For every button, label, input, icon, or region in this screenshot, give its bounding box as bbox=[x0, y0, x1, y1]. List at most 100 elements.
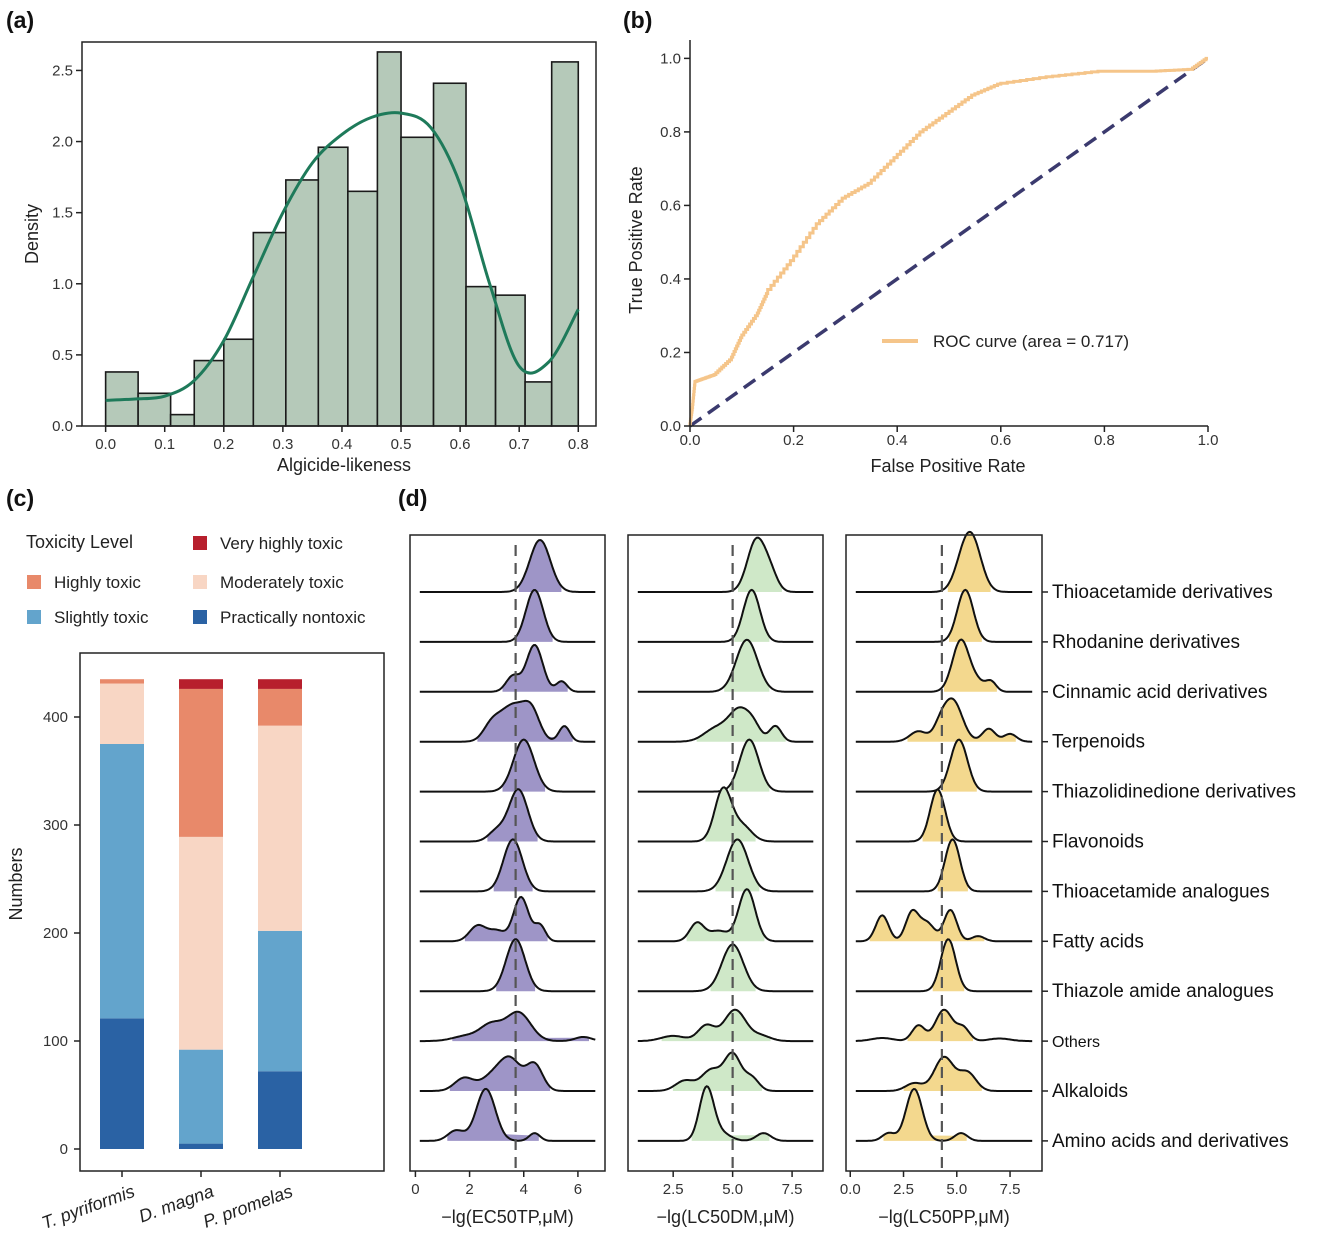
category-label: Thiazolidinedione derivatives bbox=[1052, 782, 1296, 803]
x-tick-label: 7.5 bbox=[782, 1181, 803, 1198]
ridge-fill bbox=[516, 590, 553, 642]
ridge-fill bbox=[477, 700, 573, 742]
legend-swatch bbox=[193, 610, 207, 624]
category-label: Thioacetamide analogues bbox=[1052, 881, 1270, 902]
ridge-fill bbox=[949, 589, 982, 642]
ridge-line bbox=[637, 1008, 814, 1043]
x-axis-label: −lg(EC50TP,μM) bbox=[441, 1207, 574, 1227]
ridge-panel: 0 2 4 6−lg(EC50TP,μM) bbox=[409, 534, 606, 1227]
ridge-line bbox=[419, 588, 596, 643]
histogram-bar bbox=[347, 190, 379, 427]
ridge-line bbox=[855, 1008, 1033, 1043]
stacked-bar-segment bbox=[100, 683, 144, 744]
ridge-fill bbox=[724, 639, 770, 692]
ridge-panel-frame bbox=[409, 534, 606, 1172]
x-tick-label: 0.6 bbox=[450, 436, 471, 453]
ridge-panel: 0.0 2.5 5.0 7.5 −lg(LC50PP,μM) bbox=[840, 530, 1043, 1227]
x-tick-label: 2 bbox=[465, 1181, 473, 1198]
ridge-fill bbox=[449, 1056, 551, 1091]
x-tick-label: 5.0 bbox=[722, 1181, 743, 1198]
histogram-bar bbox=[465, 285, 497, 427]
histogram-bar bbox=[222, 338, 255, 427]
ridge-fill bbox=[869, 909, 985, 942]
ridge-line bbox=[419, 1010, 596, 1043]
ridge-line bbox=[855, 938, 1033, 993]
ridge-line bbox=[637, 838, 814, 893]
y-tick-label: 200 bbox=[43, 925, 68, 942]
legend-label: Highly toxic bbox=[54, 573, 141, 592]
roc-curve bbox=[688, 56, 1208, 426]
category-label: Cinnamic acid derivatives bbox=[1052, 682, 1267, 703]
x-axis-label: −lg(LC50PP,μM) bbox=[878, 1207, 1010, 1227]
x-tick-label: 0.4 bbox=[887, 432, 908, 449]
ridge-line bbox=[419, 643, 596, 693]
ridge-line bbox=[855, 1087, 1033, 1142]
panel-c-stacked-bars: (c) Toxicity Level Very highly toxic High… bbox=[6, 485, 385, 1233]
stacked-bar-segment bbox=[100, 744, 144, 1019]
legend-roc-label: ROC curve (area = 0.717) bbox=[933, 332, 1129, 351]
panel-d-title: (d) bbox=[398, 485, 427, 511]
legend-swatch bbox=[27, 610, 41, 624]
stacked-bar-segment bbox=[258, 1071, 302, 1149]
ridge-line bbox=[419, 838, 596, 893]
ridge-fill bbox=[502, 739, 546, 792]
x-tick-label: 4 bbox=[520, 1181, 528, 1198]
diagonal-reference-line bbox=[688, 56, 1210, 428]
ridge-fill bbox=[932, 939, 965, 992]
histogram-bar bbox=[550, 61, 580, 427]
legend-label: Moderately toxic bbox=[220, 573, 344, 592]
x-tick-label: 0.5 bbox=[391, 436, 412, 453]
histogram-bar bbox=[432, 82, 467, 427]
legend-swatch bbox=[193, 575, 207, 589]
y-axis-label: True Positive Rate bbox=[626, 166, 646, 313]
x-tick-label: 7.5 bbox=[1000, 1181, 1021, 1198]
stacked-bar-segment bbox=[179, 1143, 223, 1149]
y-tick-label: 0.6 bbox=[660, 197, 681, 214]
x-tick-label: 0.3 bbox=[272, 436, 293, 453]
category-label: Others bbox=[1052, 1034, 1100, 1051]
x-tick-label: 0.0 bbox=[680, 432, 701, 449]
ridge-fill bbox=[493, 839, 533, 892]
stacked-bar-segment bbox=[179, 679, 223, 689]
panel-b-roc: (b) 0.0 0.2 0.4 0.6 0.8 1.0 0.0 0.2 0.4 0.6 0.8 1.… bbox=[623, 7, 1218, 476]
panel-d-ridgelines: (d) 0 2 4 6−lg(EC50TP,μM) 2.5 5.0 7.5 −lg(LC50D… bbox=[398, 485, 1296, 1227]
stacked-bar-segment bbox=[100, 1018, 144, 1149]
plot-frame bbox=[81, 41, 597, 427]
ridge-line bbox=[419, 895, 596, 943]
ridge-line bbox=[855, 588, 1033, 643]
y-tick-label: 300 bbox=[43, 817, 68, 834]
ridge-line bbox=[637, 888, 814, 943]
ridge-line bbox=[855, 1055, 1033, 1092]
ridge-fill bbox=[941, 739, 977, 792]
legend-label: Practically nontoxic bbox=[220, 608, 366, 627]
kde-curve bbox=[105, 111, 580, 402]
legend-label: Slightly toxic bbox=[54, 608, 149, 627]
x-tick-label: 0.8 bbox=[1094, 432, 1115, 449]
ridge-fill bbox=[922, 789, 953, 842]
x-tick-label: 6 bbox=[574, 1181, 582, 1198]
ridge-fill bbox=[738, 537, 782, 592]
ridge-line bbox=[419, 1087, 596, 1142]
ridge-fill bbox=[907, 698, 1016, 742]
ridge-fill bbox=[518, 540, 562, 592]
y-tick-label: 1.5 bbox=[52, 205, 73, 222]
ridge-line bbox=[855, 530, 1033, 593]
y-axis-label: Density bbox=[22, 204, 42, 264]
histogram-bar bbox=[400, 136, 435, 427]
x-tick-label: 0.8 bbox=[568, 436, 589, 453]
category-label: Terpenoids bbox=[1052, 732, 1145, 753]
x-tick-label: 5.0 bbox=[946, 1181, 967, 1198]
y-tick-label: 0.0 bbox=[52, 418, 73, 435]
x-tick-label: 2.5 bbox=[663, 1181, 684, 1198]
ridge-panel: 2.5 5.0 7.5 −lg(LC50DM,μM) bbox=[627, 534, 824, 1227]
stacked-bar-segment bbox=[258, 688, 302, 726]
panel-a-title: (a) bbox=[6, 7, 34, 33]
ridge-fill bbox=[944, 639, 997, 692]
ridge-fill bbox=[907, 1009, 973, 1042]
x-tick-label: 0.2 bbox=[783, 432, 804, 449]
ridge-line bbox=[419, 938, 596, 993]
x-axis-label: False Positive Rate bbox=[870, 456, 1025, 476]
stacked-bar-segment bbox=[179, 688, 223, 837]
x-tick-label: 0.1 bbox=[154, 436, 175, 453]
histogram-bar bbox=[317, 146, 349, 427]
